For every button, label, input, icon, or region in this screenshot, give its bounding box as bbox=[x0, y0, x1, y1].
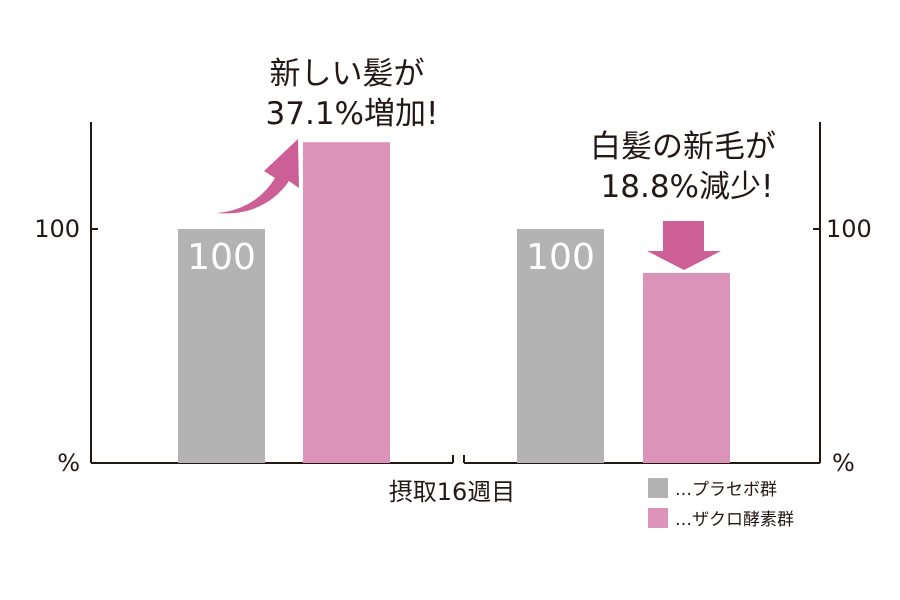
right-annotation-line-1: 白髪の新毛が bbox=[590, 129, 776, 165]
right-bar-placebo bbox=[517, 229, 604, 463]
x-axis-label: 摂取16週目 bbox=[389, 478, 516, 506]
legend-label-treatment: …ザクロ酵素群 bbox=[675, 510, 794, 530]
left-annotation-line-2: 37.1%増加! bbox=[266, 96, 439, 132]
legend-label-placebo: …プラセボ群 bbox=[675, 480, 777, 500]
left-bar-treatment bbox=[303, 142, 390, 463]
curved-up-arrow-icon bbox=[217, 139, 299, 214]
legend-swatch-placebo bbox=[648, 478, 668, 498]
left-y-unit: % bbox=[57, 449, 80, 477]
right-y-unit: % bbox=[832, 449, 855, 477]
right-y-tick-label-100: 100 bbox=[826, 215, 872, 243]
left-y-tick-label-100: 100 bbox=[34, 215, 80, 243]
down-arrow-icon bbox=[647, 221, 721, 270]
legend-swatch-treatment bbox=[648, 508, 668, 528]
left-bar-placebo-value-label: 100 bbox=[187, 237, 256, 278]
left-annotation-line-1: 新しい髪が bbox=[270, 56, 425, 92]
right-bar-treatment bbox=[643, 272, 730, 463]
left-bar-placebo bbox=[178, 229, 265, 463]
right-bar-placebo-value-label: 100 bbox=[526, 237, 595, 278]
right-annotation-line-2: 18.8%減少! bbox=[601, 169, 774, 205]
